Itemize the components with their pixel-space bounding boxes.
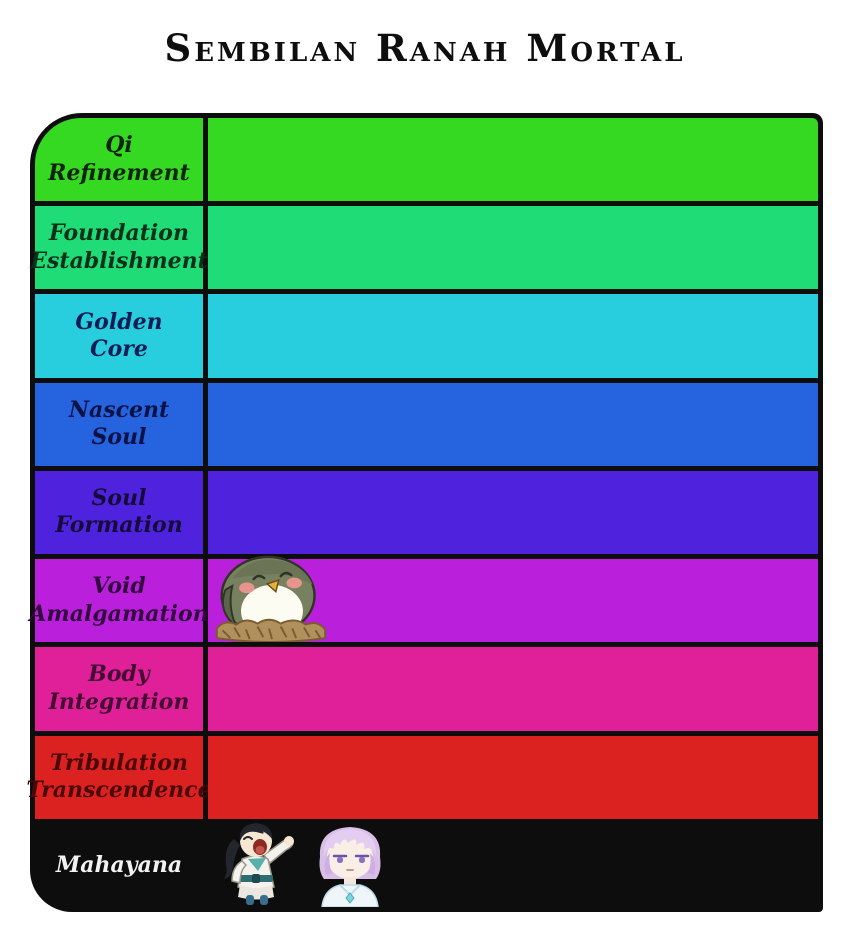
tier-label: Nascent Soul [35,382,203,466]
tier-content [208,294,818,378]
tier-content [208,118,818,202]
tier-row-golden-core: Golden Core [35,294,818,378]
tier-label: Qi Refinement [35,118,203,202]
tier-row-foundation-establishment: Foundation Establishment [30,206,818,290]
tier-label: Void Amalgamation [29,559,209,643]
tier-label: Soul Formation [35,470,203,555]
tier-row-mahayana: Mahayana [35,821,818,907]
tier-content [208,206,818,290]
tier-table: Qi Refinement Foundation Establishment G… [26,113,823,912]
mahayana-characters [216,821,390,907]
tier-row-body-integration: Body Integration [35,647,818,731]
tier-row-tribulation-transcendence: Tribulation Transcendence [26,735,818,819]
chibi-cultivator-icon[interactable] [216,821,298,907]
tier-row-void-amalgamation: Void Amalgamation [29,555,818,643]
tier-content [208,470,818,555]
tier-content [208,735,818,819]
tier-label: Golden Core [35,294,203,378]
tier-row-soul-formation: Soul Formation [35,470,818,555]
tier-row-nascent-soul: Nascent Soul [35,382,818,466]
tier-row-qi-refinement: Qi Refinement [35,118,818,202]
bird-in-nest-icon[interactable] [211,553,331,643]
tier-label: Tribulation Transcendence [26,735,212,819]
lavender-bust-icon[interactable] [310,823,390,907]
tier-content [208,647,818,731]
tier-label: Foundation Establishment [30,206,208,290]
tier-label: Body Integration [35,647,203,731]
tier-content [208,555,818,643]
tier-content [208,382,818,466]
tier-label: Mahayana [35,823,203,907]
page-title: Sembilan Ranah Mortal [164,26,686,70]
tier-content [208,821,818,907]
